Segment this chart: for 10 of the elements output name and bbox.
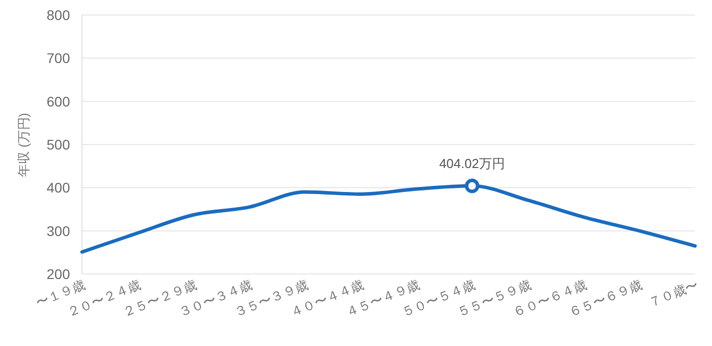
y-tick-label: 700 <box>46 50 70 66</box>
y-tick-label: 800 <box>46 7 70 23</box>
y-tick-label: 400 <box>46 180 70 196</box>
y-axis-title: 年収 (万円) <box>16 112 31 178</box>
data-label: 404.02万円 <box>439 156 505 171</box>
y-tick-label: 300 <box>46 222 70 239</box>
y-tick-label: 200 <box>46 266 70 282</box>
y-tick-label: 500 <box>46 136 70 152</box>
y-tick-label: 600 <box>46 93 70 110</box>
x-tick-label: ７０歳〜 <box>646 276 700 310</box>
